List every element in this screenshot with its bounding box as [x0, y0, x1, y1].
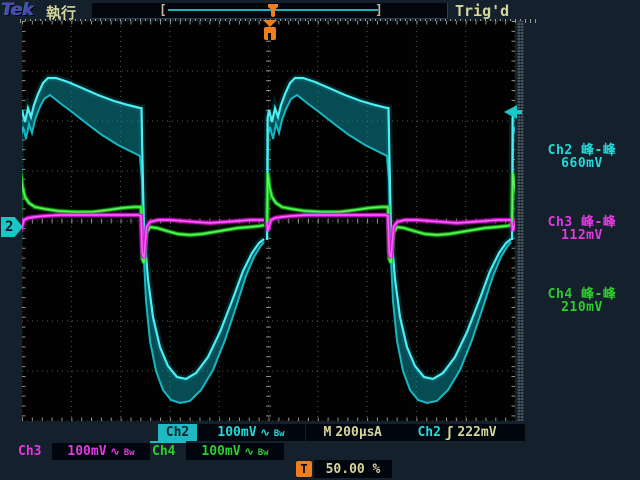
ch4-channel-chip: Ch4 — [152, 444, 176, 459]
measurement-ch2-label: Ch2 峰-峰 — [547, 143, 617, 158]
ch2-bandwidth-icon: Bw — [273, 429, 285, 439]
acquisition-status: 執行 — [46, 4, 77, 22]
trigger-a-label: A — [374, 425, 382, 440]
trigger-point-marker-icon — [263, 20, 277, 41]
trigger-readout: Ch2 ʃ 222mV — [389, 424, 525, 441]
trigger-status: Trig'd — [455, 2, 510, 20]
tek-logo: Tek — [2, 0, 35, 20]
record-view-bar: [ ] — [92, 3, 448, 19]
timebase-label: M — [323, 425, 332, 440]
ch2-ground-label: 2 — [5, 219, 14, 235]
record-window-left-bracket: [ — [159, 3, 167, 18]
trigger-position-value: 50.00 % — [325, 461, 381, 477]
ch2-scale-value: 100mV — [217, 425, 257, 440]
record-window-right-bracket: ] — [375, 3, 383, 18]
trigger-position-badge-icon: T — [296, 461, 312, 477]
ch3-scale-readout: 100mV ∿ Bw — [52, 443, 150, 460]
trigger-source: Ch2 — [417, 425, 441, 440]
graticule — [22, 21, 515, 421]
measurement-ch3-label: Ch3 峰-峰 — [547, 215, 617, 230]
trigger-position-icon — [267, 4, 279, 17]
trigger-level-arrow-tail — [517, 110, 522, 114]
trigger-level-arrow-icon — [504, 105, 517, 119]
trigger-position-readout: 50.00 % — [314, 460, 392, 478]
measurement-ch4-label: Ch4 峰-峰 — [547, 287, 617, 302]
measurement-ch2-value: 660mV — [561, 156, 603, 171]
ch3-scale-value: 100mV — [67, 444, 107, 459]
ch4-selected-tab — [150, 441, 186, 443]
measurement-ch3-value: 112mV — [561, 228, 603, 243]
ch2-ground-marker: 2 — [1, 217, 23, 237]
ch4-coupling-icon: ∿ — [244, 445, 254, 458]
ch3-channel-chip: Ch3 — [18, 444, 42, 459]
ch2-scale-readout: 100mV ∿ Bw — [197, 424, 305, 441]
timebase-value: 200μs — [335, 425, 375, 440]
ch4-scale-value: 100mV — [201, 444, 241, 459]
ch4-bandwidth-icon: Bw — [257, 448, 269, 458]
trigger-level-value: 222mV — [457, 425, 497, 440]
ch2-coupling-icon: ∿ — [260, 426, 270, 439]
timebase-readout: M 200μs — [306, 424, 392, 441]
right-dotted-strip — [517, 21, 524, 422]
ch2-channel-chip: Ch2 — [158, 424, 197, 441]
ch4-scale-readout: 100mV ∿ Bw — [186, 443, 284, 460]
ch3-bandwidth-icon: Bw — [123, 448, 135, 458]
trigger-slope-icon: ʃ — [444, 424, 454, 441]
waveform-display — [22, 21, 515, 421]
ch3-coupling-icon: ∿ — [110, 445, 120, 458]
measurement-ch4-value: 210mV — [561, 300, 603, 315]
